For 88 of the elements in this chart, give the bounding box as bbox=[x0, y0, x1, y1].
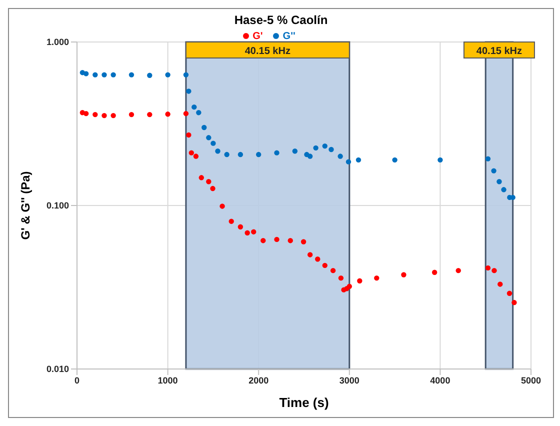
point bbox=[492, 268, 497, 274]
point bbox=[128, 112, 134, 118]
point bbox=[392, 157, 398, 163]
point bbox=[198, 175, 204, 180]
point bbox=[238, 224, 244, 230]
point bbox=[346, 284, 352, 290]
x-tick-label: 2000 bbox=[248, 375, 269, 386]
point bbox=[292, 148, 298, 154]
point bbox=[307, 252, 313, 258]
point bbox=[330, 268, 336, 274]
point bbox=[220, 204, 225, 209]
point bbox=[456, 268, 461, 274]
y-tick-label: 1.000 bbox=[46, 37, 69, 48]
point bbox=[92, 72, 98, 78]
point bbox=[210, 186, 216, 192]
point bbox=[374, 275, 380, 281]
point bbox=[83, 110, 89, 116]
legend-label: G'' bbox=[282, 31, 296, 42]
point bbox=[192, 104, 197, 110]
x-tick-label: 0 bbox=[74, 375, 80, 386]
point bbox=[244, 230, 250, 236]
point bbox=[506, 290, 512, 296]
point bbox=[193, 154, 199, 159]
point bbox=[313, 145, 318, 151]
point bbox=[147, 72, 152, 78]
point bbox=[128, 72, 134, 78]
x-tick-label: 3000 bbox=[339, 375, 360, 386]
point bbox=[496, 179, 502, 184]
point bbox=[256, 152, 262, 158]
point bbox=[228, 218, 234, 224]
point bbox=[186, 88, 192, 94]
chart-title: Hase-5 % Caolín bbox=[233, 12, 329, 27]
point bbox=[110, 72, 116, 78]
band-label: 40.15 kHz bbox=[476, 46, 522, 57]
point bbox=[251, 229, 256, 234]
point bbox=[274, 236, 280, 242]
point bbox=[356, 157, 362, 163]
point bbox=[215, 148, 220, 154]
point bbox=[206, 135, 212, 140]
point bbox=[307, 154, 313, 159]
point bbox=[485, 156, 491, 162]
point bbox=[238, 152, 244, 158]
legend-label: G' bbox=[252, 31, 263, 42]
point bbox=[196, 110, 202, 116]
point bbox=[498, 282, 503, 287]
point bbox=[147, 112, 152, 118]
point bbox=[322, 143, 328, 149]
point bbox=[438, 157, 443, 163]
point bbox=[183, 110, 189, 116]
point bbox=[346, 159, 352, 164]
point bbox=[338, 154, 343, 159]
point bbox=[165, 112, 170, 117]
point bbox=[338, 275, 344, 281]
point bbox=[300, 239, 306, 244]
point bbox=[401, 272, 406, 278]
point bbox=[186, 132, 192, 138]
point bbox=[224, 152, 230, 158]
point bbox=[110, 112, 116, 118]
point bbox=[83, 71, 89, 76]
point bbox=[102, 72, 107, 78]
point bbox=[102, 112, 107, 118]
band-label: 40.15 kHz bbox=[244, 46, 290, 57]
x-axis-title: Time (s) bbox=[279, 395, 329, 410]
point bbox=[491, 168, 496, 174]
x-tick-label: 4000 bbox=[430, 375, 450, 386]
point bbox=[260, 238, 266, 244]
point bbox=[183, 72, 189, 78]
point bbox=[92, 112, 98, 118]
y-tick-label: 0.010 bbox=[46, 364, 69, 374]
point bbox=[512, 300, 517, 306]
point bbox=[432, 270, 438, 275]
point bbox=[206, 179, 212, 184]
point bbox=[188, 150, 194, 156]
y-axis-title: G' & G'' (Pa) bbox=[18, 171, 32, 240]
point bbox=[501, 187, 506, 192]
point bbox=[485, 265, 491, 271]
point bbox=[357, 278, 362, 284]
point bbox=[328, 146, 334, 152]
point bbox=[202, 124, 207, 130]
y-tick-label: 0.100 bbox=[46, 200, 69, 211]
point bbox=[210, 140, 216, 146]
x-tick-label: 1000 bbox=[158, 375, 178, 386]
point bbox=[315, 256, 320, 262]
x-tick-label: 5000 bbox=[520, 375, 542, 386]
point bbox=[165, 72, 170, 78]
point bbox=[274, 150, 280, 156]
point bbox=[322, 262, 328, 268]
point bbox=[288, 238, 293, 244]
